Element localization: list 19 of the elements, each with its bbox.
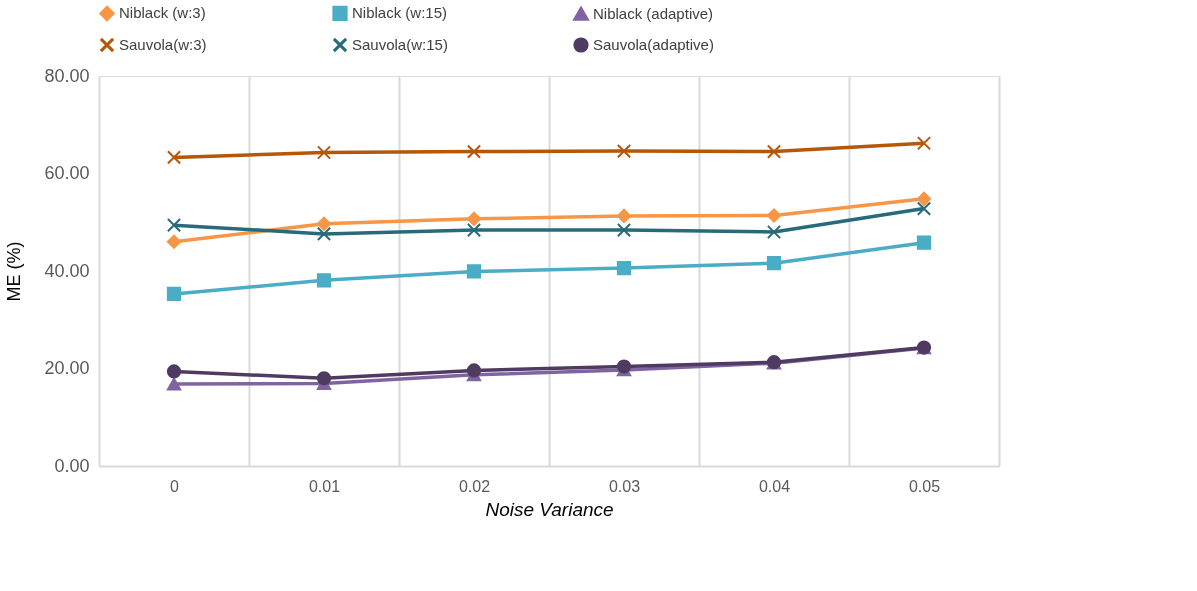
legend-label: Niblack (w:15)	[352, 4, 448, 22]
y-tick-label: 40.00	[44, 260, 90, 281]
y-tick-label: 0.00	[54, 455, 90, 476]
x-tick-label: 0.01	[308, 477, 341, 495]
legend-label: Sauvola(adaptive)	[593, 36, 714, 53]
y-axis-title: ME (%)	[4, 241, 25, 302]
x-tick-label: 0.02	[458, 477, 491, 495]
x-tick-label: 0.05	[908, 477, 941, 495]
x-axis-title: Noise Variance	[485, 498, 614, 520]
y-tick-label: 60.00	[44, 163, 90, 183]
x-tick-label: 0.03	[608, 477, 641, 495]
y-tick-label: 20.00	[44, 358, 90, 378]
legend-label: Sauvola(w:3)	[119, 36, 207, 53]
legend-label: Niblack (adaptive)	[593, 4, 714, 22]
x-tick-label: 0.04	[758, 477, 791, 495]
legend-label: Niblack (w:3)	[119, 4, 206, 22]
y-tick-label: 80.00	[44, 65, 90, 86]
legend-label: Sauvola(w:15)	[352, 36, 448, 53]
x-tick-label: 0	[170, 477, 180, 495]
